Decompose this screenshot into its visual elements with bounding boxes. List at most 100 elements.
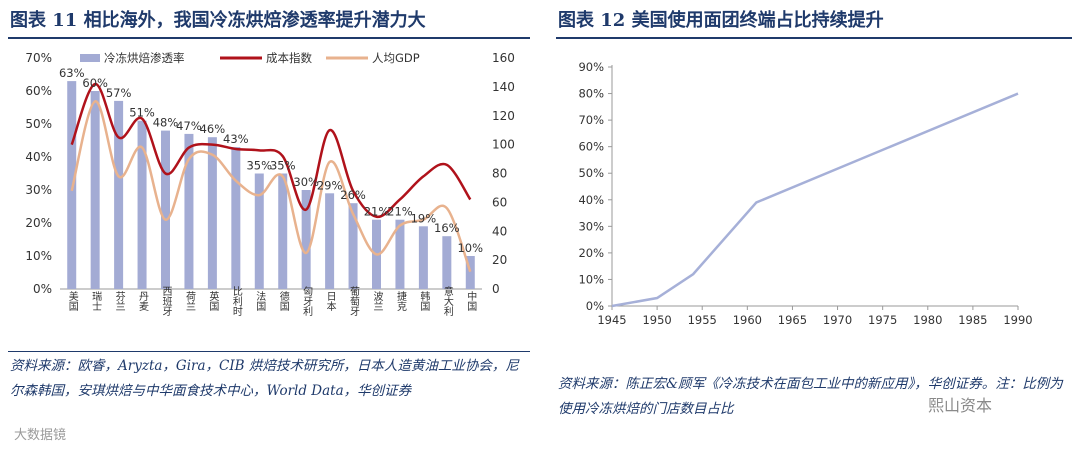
y-axis-tick-label: 90% xyxy=(578,60,604,74)
penetration-bar xyxy=(254,173,264,289)
left-axis-tick-label: 0% xyxy=(33,282,52,296)
us-dough-share-chart: 0% 10% 20% 30% 40% 50% 60% 70% 80% 90% 1945 1950 195… xyxy=(578,60,1032,327)
x-axis-category-label: 匈牙利 xyxy=(301,285,313,316)
x-axis-category-label: 丹麦 xyxy=(137,291,149,312)
penetration-bar xyxy=(207,137,217,289)
x-axis-category-label: 捷克 xyxy=(394,290,406,312)
right-panel: 图表 12 美国使用面团终端占比持续提升 0% 10% 20% 30% 40% 50% 60… xyxy=(548,0,1080,450)
left-axis-tick-label: 50% xyxy=(25,117,52,131)
x-axis-category-label: 中国 xyxy=(465,290,477,312)
left-title-rule xyxy=(8,37,530,39)
penetration-bar xyxy=(348,203,358,289)
bar-data-label: 35% xyxy=(246,159,272,173)
y-axis-tick-label: 80% xyxy=(578,87,604,101)
right-chart-title: 图表 12 美国使用面团终端占比持续提升 xyxy=(558,10,884,31)
left-axis-tick-label: 40% xyxy=(25,150,52,164)
x-axis-category-label: 日本 xyxy=(324,291,336,312)
bar-data-label: 10% xyxy=(457,241,483,255)
x-axis-tick-label: 1960 xyxy=(733,313,762,327)
bar-data-label: 48% xyxy=(153,116,179,130)
left-axis-tick-label: 70% xyxy=(25,51,52,65)
x-axis-category-label: 西班牙 xyxy=(160,286,172,317)
left-axis-tick-label: 10% xyxy=(25,249,52,263)
left-watermark: 大数据镜 xyxy=(14,428,67,443)
penetration-bar xyxy=(395,219,405,289)
y-axis-tick-label: 40% xyxy=(578,193,604,207)
penetration-bar xyxy=(231,147,241,289)
cost-index-line xyxy=(70,82,472,219)
penetration-bar xyxy=(137,120,147,289)
bar-data-label: 16% xyxy=(434,221,460,235)
legend-cost-index-label: 成本指数 xyxy=(266,51,312,65)
x-axis-tick-label: 1945 xyxy=(597,313,626,327)
penetration-bar xyxy=(161,130,170,289)
bar-data-label: 60% xyxy=(82,76,108,90)
bar-data-label: 30% xyxy=(293,175,319,189)
x-axis-category-label: 芬兰 xyxy=(113,291,125,311)
right-axis-tick-label: 20 xyxy=(492,253,507,267)
right-axis-tick-label: 140 xyxy=(492,80,515,94)
x-axis-tick-label: 1980 xyxy=(913,313,942,327)
y-axis-tick-label: 10% xyxy=(578,272,604,286)
x-axis-category-label: 比利时 xyxy=(230,286,242,316)
bar-data-label: 21% xyxy=(364,205,390,219)
x-axis-category-label: 德国 xyxy=(277,290,289,312)
bar-data-label: 46% xyxy=(200,122,226,136)
right-watermark: 熙山资本 xyxy=(928,396,993,415)
x-axis-tick-label: 1990 xyxy=(1003,313,1032,327)
penetration-chart: 0% 10% 20% 30% 40% 50% 60% 70% 0 20 40 60 80 100 120 14… xyxy=(25,51,515,317)
bar-data-label: 26% xyxy=(340,188,366,202)
penetration-bar xyxy=(184,133,194,289)
x-axis-category-label: 葡萄牙 xyxy=(348,285,360,317)
x-axis-category-label: 波兰 xyxy=(371,290,383,311)
penetration-bar xyxy=(114,100,124,290)
penetration-bar xyxy=(465,256,475,289)
left-source-note: 资料来源：欧睿，Aryzta，Gira，CIB 烘焙技术研究所，日本人造黄油工业… xyxy=(10,358,519,399)
x-axis-category-label: 法国 xyxy=(254,290,266,312)
penetration-bar xyxy=(301,190,311,289)
bar-data-label: 57% xyxy=(106,86,132,100)
right-axis-tick-label: 80 xyxy=(492,167,507,181)
bar-data-label: 35% xyxy=(270,159,296,173)
left-axis-tick-label: 60% xyxy=(25,84,52,98)
left-axis-tick-label: 30% xyxy=(25,183,52,197)
x-axis-category-label: 意大利 xyxy=(441,285,453,316)
x-axis-category-label: 美国 xyxy=(66,290,78,312)
right-title-rule xyxy=(556,37,1072,39)
bar-data-label: 19% xyxy=(411,211,437,225)
y-axis-tick-label: 60% xyxy=(578,140,604,154)
bar-data-label: 21% xyxy=(387,205,413,219)
left-source-rule xyxy=(8,351,530,352)
right-axis-tick-label: 0 xyxy=(492,282,500,296)
x-axis-tick-label: 1975 xyxy=(868,313,897,327)
bar-data-label: 43% xyxy=(223,132,249,146)
penetration-bar xyxy=(325,193,335,289)
x-axis-tick-label: 1965 xyxy=(778,313,807,327)
bar-data-label: 29% xyxy=(317,178,343,192)
x-axis-tick-label: 1950 xyxy=(642,313,671,327)
x-axis-category-label: 英国 xyxy=(207,290,219,312)
penetration-bar xyxy=(67,81,77,289)
y-axis-tick-label: 30% xyxy=(578,219,604,233)
right-axis-tick-label: 100 xyxy=(492,138,515,152)
legend-penetration-label: 冷冻烘焙渗透率 xyxy=(104,51,185,65)
y-axis-tick-label: 20% xyxy=(578,246,604,260)
penetration-bar xyxy=(442,236,452,289)
left-axis-tick-label: 20% xyxy=(25,216,52,230)
y-axis-tick-label: 0% xyxy=(586,299,604,313)
penetration-bar xyxy=(418,226,428,289)
us-share-line xyxy=(611,92,1019,308)
gdp-per-capita-line xyxy=(70,100,472,273)
y-axis-tick-label: 50% xyxy=(578,166,604,180)
left-chart-title: 图表 11 相比海外，我国冷冻烘焙渗透率提升潜力大 xyxy=(10,10,426,31)
x-axis-tick-label: 1955 xyxy=(688,313,717,327)
x-axis-tick-label: 1985 xyxy=(958,313,987,327)
left-panel: 图表 11 相比海外，我国冷冻烘焙渗透率提升潜力大 0% 10% 20% 30% 40%… xyxy=(0,0,538,450)
legend-gdp-label: 人均GDP xyxy=(372,51,420,65)
y-axis-tick-label: 70% xyxy=(578,113,604,127)
penetration-bar xyxy=(278,173,288,289)
bar-data-label: 51% xyxy=(129,106,155,120)
right-axis-tick-label: 120 xyxy=(492,109,515,123)
right-axis-tick-label: 160 xyxy=(492,51,515,65)
x-axis-category-label: 瑞士 xyxy=(90,291,102,311)
